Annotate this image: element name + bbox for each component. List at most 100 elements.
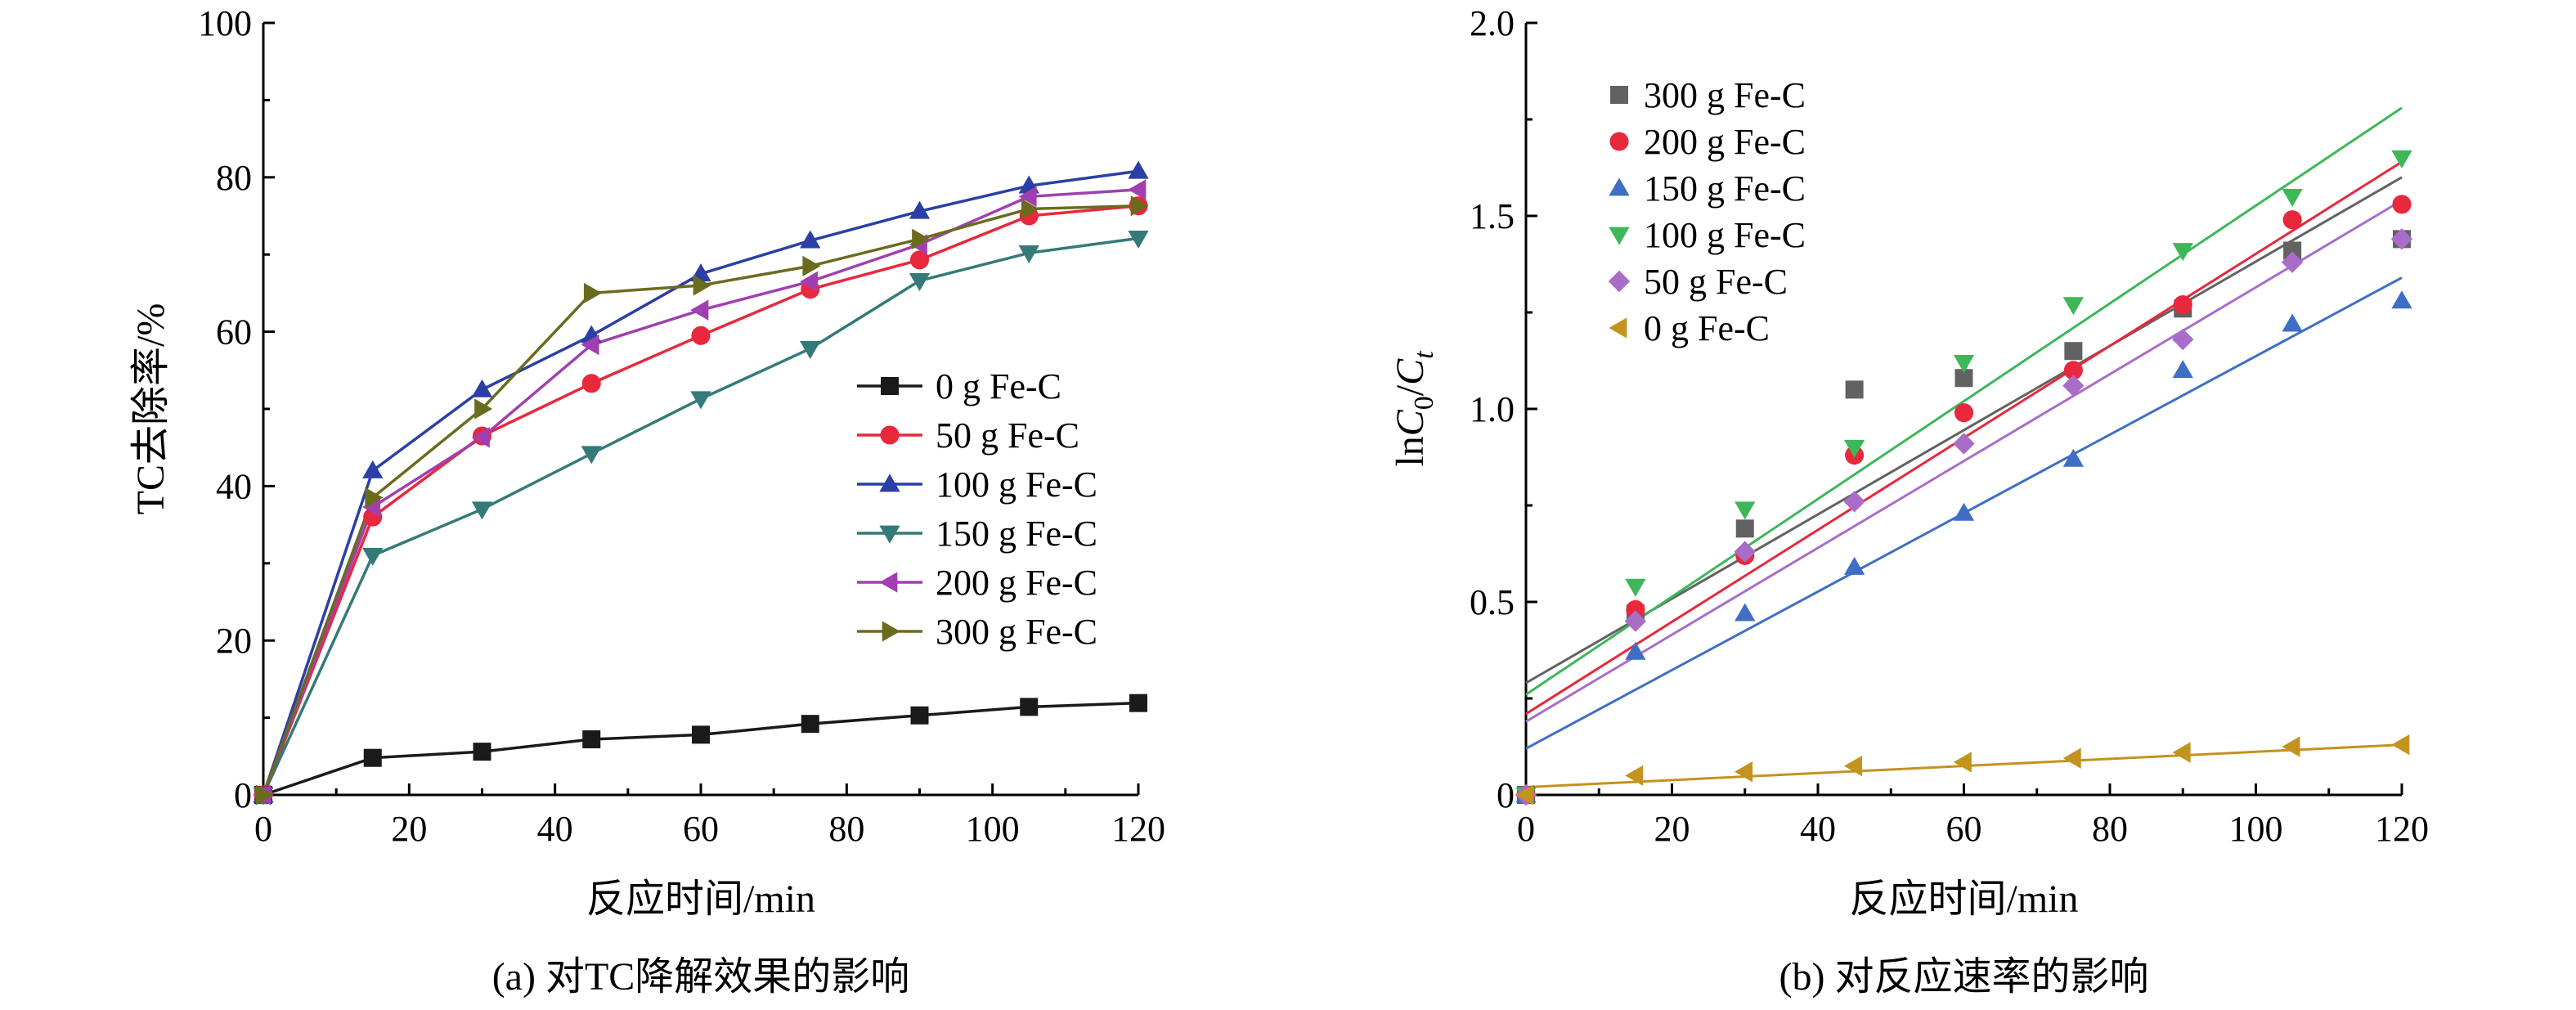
legend-marker xyxy=(879,525,900,544)
legend-label: 300 g Fe-C xyxy=(1644,75,1806,115)
data-point xyxy=(1128,231,1149,249)
y-axis-title: lnC0/Ct xyxy=(1389,350,1439,467)
data-point xyxy=(1954,369,1973,388)
fit-line xyxy=(1525,106,2403,696)
legend-marker xyxy=(1608,270,1631,293)
y-axis-title-part: t xyxy=(1409,350,1439,359)
y-tick-label: 20 xyxy=(216,621,252,661)
data-point xyxy=(2283,241,2302,260)
y-axis-title-part: C xyxy=(1389,358,1432,385)
data-point xyxy=(471,427,490,448)
y-tick-label: 80 xyxy=(216,158,252,198)
x-tick-label: 0 xyxy=(1517,809,1535,849)
legend-marker xyxy=(879,572,898,593)
data-point xyxy=(582,730,601,749)
fit-line xyxy=(1525,176,2403,685)
data-point xyxy=(1018,186,1037,208)
x-axis-title: 反应时间/min xyxy=(586,878,815,921)
data-point xyxy=(693,275,711,296)
legend-label: 100 g Fe-C xyxy=(936,465,1097,505)
data-point xyxy=(365,487,384,509)
legend-label: 200 g Fe-C xyxy=(1644,122,1806,162)
y-tick-label: 0 xyxy=(234,775,252,815)
data-point xyxy=(2172,360,2193,379)
data-point xyxy=(2062,747,2081,769)
data-point xyxy=(2392,195,2412,214)
y-axis-title: TC去除率/% xyxy=(129,303,173,515)
x-tick-label: 120 xyxy=(2375,809,2429,849)
legend-label: 200 g Fe-C xyxy=(936,563,1097,603)
data-point xyxy=(473,743,491,761)
legend-marker xyxy=(882,621,900,642)
x-tick-label: 120 xyxy=(1111,809,1165,849)
data-point xyxy=(2062,297,2085,316)
data-point xyxy=(800,341,821,360)
fit-line xyxy=(1525,199,2403,723)
data-point xyxy=(802,255,821,277)
data-point xyxy=(1018,245,1039,263)
data-point xyxy=(2064,342,2083,361)
y-tick-label: 2.0 xyxy=(1470,3,1515,43)
data-point xyxy=(2391,150,2412,168)
y-tick-label: 100 xyxy=(198,3,252,43)
data-point xyxy=(2390,228,2413,250)
x-tick-label: 40 xyxy=(537,809,573,849)
y-tick-label: 40 xyxy=(216,466,252,506)
legend-marker xyxy=(879,474,900,492)
legend-marker xyxy=(1609,177,1630,196)
data-point xyxy=(2172,328,2194,351)
data-point xyxy=(583,282,602,304)
data-point xyxy=(1735,501,1756,520)
data-point xyxy=(255,784,274,806)
y-axis-title-part: ln xyxy=(1389,436,1432,466)
chart-panel-a: 0 20 40 60 80 100 120 0 20 40 60 80 100 0 g Fe-C 50 g … xyxy=(129,3,1165,999)
legend-label: 150 g Fe-C xyxy=(1644,168,1806,209)
data-point xyxy=(1020,698,1039,716)
data-point xyxy=(363,748,382,767)
data-point xyxy=(1128,179,1147,200)
data-point xyxy=(910,706,929,725)
y-tick-label: 1.0 xyxy=(1470,389,1515,429)
data-point xyxy=(1735,519,1754,538)
data-point xyxy=(1843,491,1865,513)
data-point xyxy=(1953,752,1972,773)
data-point xyxy=(1845,380,1864,399)
data-point xyxy=(692,725,710,744)
data-point xyxy=(474,398,493,420)
legend-marker xyxy=(1609,317,1627,339)
legend-marker xyxy=(881,377,899,395)
data-point xyxy=(800,271,819,292)
data-point xyxy=(1021,198,1039,220)
data-point xyxy=(1953,502,1975,521)
data-point xyxy=(2062,448,2085,467)
y-tick-label: 1.5 xyxy=(1470,196,1515,236)
x-tick-label: 100 xyxy=(966,809,1020,849)
data-point xyxy=(1626,599,1645,619)
data-point xyxy=(471,379,493,397)
x-tick-label: 60 xyxy=(683,809,719,849)
legend-label: 50 g Fe-C xyxy=(936,415,1079,456)
data-point xyxy=(471,501,493,520)
data-point xyxy=(1953,433,1975,455)
data-point xyxy=(1515,784,1534,806)
x-tick-label: 60 xyxy=(1946,809,1982,849)
data-point xyxy=(2282,210,2302,230)
y-tick-label: 0 xyxy=(1497,775,1515,815)
data-point xyxy=(801,715,819,734)
data-point xyxy=(1954,403,1974,423)
data-point xyxy=(2391,734,2410,756)
x-tick-label: 100 xyxy=(2229,809,2283,849)
data-point xyxy=(581,374,601,393)
x-tick-label: 0 xyxy=(254,809,272,849)
legend-label: 150 g Fe-C xyxy=(936,514,1097,554)
data-point xyxy=(800,230,821,249)
legend-marker xyxy=(1610,86,1628,104)
data-point xyxy=(2063,361,2083,380)
data-point xyxy=(1734,541,1756,563)
data-point xyxy=(2281,251,2304,273)
data-point xyxy=(909,200,931,219)
data-point xyxy=(581,446,602,465)
legend-label: 100 g Fe-C xyxy=(1644,215,1806,255)
chart-panel-b: 0 20 40 60 80 100 120 0 0.5 1.0 1.5 2.0 300 g Fe-C 20… xyxy=(1389,3,2429,999)
x-axis-title: 反应时间/min xyxy=(1849,878,2078,921)
